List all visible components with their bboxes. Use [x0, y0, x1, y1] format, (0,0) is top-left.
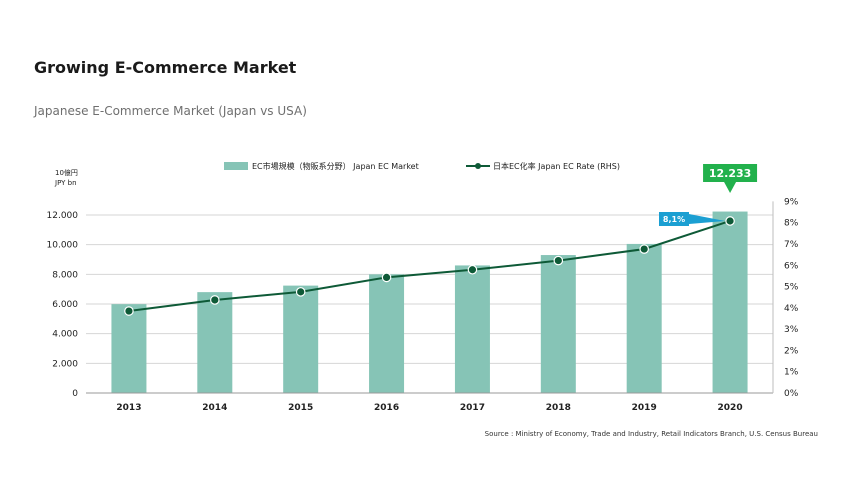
legend-label-bar: EC市場規模（物販系分野） Japan EC Market — [252, 161, 419, 171]
rate-point — [381, 272, 392, 283]
bar-value-callout-pointer — [724, 182, 737, 193]
y-tick-label: 4.000 — [52, 330, 78, 340]
y-tick-label: 10.000 — [47, 241, 79, 251]
y-tick-label: 2.000 — [52, 359, 78, 369]
legend: EC市場規模（物販系分野） Japan EC Market 日本EC化率 Japa… — [224, 161, 620, 171]
bar — [111, 304, 147, 393]
x-tick-label: 2018 — [546, 403, 571, 413]
x-tick-label: 2015 — [288, 403, 313, 413]
rate-point — [725, 216, 735, 226]
y-axis-unit-jp: 10億円 — [55, 168, 78, 177]
y2-tick-label: 6% — [784, 261, 799, 271]
x-tick-label: 2013 — [116, 403, 141, 413]
bar — [540, 255, 576, 393]
x-tick-label: 2017 — [460, 403, 485, 413]
y2-tick-label: 7% — [784, 240, 799, 250]
legend-swatch-marker — [475, 163, 481, 169]
bar — [626, 243, 662, 393]
rate-point — [553, 255, 564, 266]
rate-line-path — [128, 220, 731, 313]
x-tick-label: 2014 — [202, 403, 227, 413]
y-axis-unit-en: JPY bn — [54, 179, 77, 187]
bar — [369, 274, 405, 393]
annotations: 12.233 8,1% — [659, 164, 758, 226]
x-tick-label: 2016 — [374, 403, 399, 413]
y2-tick-label: 1% — [784, 368, 799, 378]
y2-tick-label: 9% — [784, 197, 799, 207]
bar — [454, 265, 490, 393]
page-title: Growing E-Commerce Market — [34, 58, 297, 77]
legend-swatch-bar — [224, 162, 248, 170]
y-tick-label: 12.000 — [47, 211, 79, 221]
rate-point — [295, 287, 306, 297]
bar-value-label: 12.233 — [709, 167, 751, 180]
bars — [111, 211, 748, 393]
rate-value-callout-pointer — [689, 214, 726, 224]
rate-point — [467, 264, 478, 275]
bar — [197, 292, 233, 393]
bar-value-callout — [703, 164, 758, 182]
rate-value-callout — [659, 212, 689, 226]
legend-label-line: 日本EC化率 Japan EC Rate (RHS) — [493, 161, 620, 171]
rate-point — [639, 244, 649, 254]
rate-point — [210, 295, 220, 305]
y-tick-label: 8.000 — [52, 270, 78, 280]
source-note: Source : Ministry of Economy, Trade and … — [485, 430, 818, 438]
gridlines — [86, 214, 773, 364]
rate-line — [124, 216, 735, 316]
y-tick-label: 0 — [72, 389, 78, 399]
page-subtitle: Japanese E-Commerce Market (Japan vs USA… — [34, 104, 307, 118]
y2-tick-label: 4% — [784, 304, 799, 314]
y2-tick-label: 2% — [784, 346, 799, 356]
x-tick-label: 2020 — [718, 403, 743, 413]
rate-point — [124, 306, 134, 316]
y-tick-label: 6.000 — [52, 300, 78, 310]
y2-tick-label: 0% — [784, 389, 799, 399]
bar — [712, 211, 748, 393]
y2-tick-label: 8% — [784, 219, 799, 229]
y2-tick-label: 5% — [784, 283, 799, 293]
bar — [283, 285, 319, 393]
rate-value-label: 8,1% — [663, 215, 685, 224]
x-tick-label: 2019 — [632, 403, 657, 413]
y2-tick-label: 3% — [784, 325, 799, 335]
axes: 0 2.000 4.000 6.000 8.000 10.000 12.000 0% 1% 2% 3… — [47, 197, 799, 413]
